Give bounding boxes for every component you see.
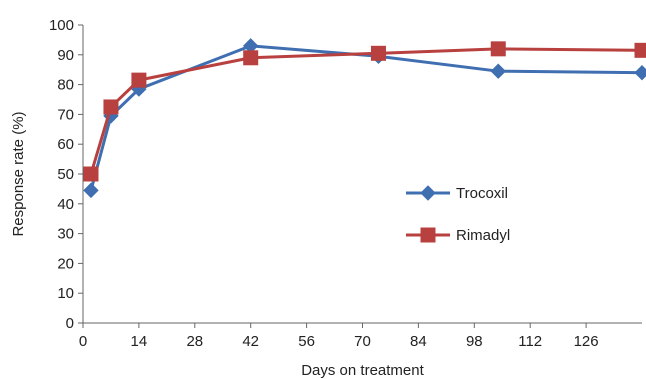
y-tick-label: 80 [57, 77, 74, 94]
x-tick-label: 126 [574, 333, 599, 350]
y-axis-title: Response rate (%) [10, 111, 27, 236]
y-tick-label: 40 [57, 196, 74, 213]
legend-label: Trocoxil [456, 185, 508, 202]
y-axis-ticks: 0 10 20 30 40 50 60 70 80 90 100 [49, 17, 83, 332]
series-rimadyl [83, 41, 646, 182]
series [83, 38, 646, 199]
y-tick-label: 100 [49, 17, 74, 34]
x-tick-label: 56 [298, 333, 315, 350]
data-point [131, 72, 147, 88]
series-line [89, 44, 643, 191]
data-point [490, 63, 506, 79]
y-tick-label: 60 [57, 136, 74, 153]
x-tick-label: 84 [410, 333, 427, 350]
axes [82, 25, 642, 324]
x-tick-label: 98 [466, 333, 483, 350]
legend-label: Rimadyl [456, 227, 510, 244]
y-tick-label: 0 [66, 315, 74, 332]
y-tick-label: 10 [57, 285, 74, 302]
x-tick-label: 70 [354, 333, 371, 350]
x-tick-label: 14 [131, 333, 148, 350]
series-line [89, 47, 643, 175]
legend-marker [420, 227, 436, 243]
y-tick-label: 50 [57, 166, 74, 183]
legend-item: Rimadyl [406, 227, 510, 244]
x-tick-label: 0 [79, 333, 87, 350]
data-point [634, 42, 646, 58]
data-point [83, 182, 99, 199]
series-trocoxil [83, 38, 646, 199]
data-point [243, 50, 259, 66]
data-point [634, 64, 646, 81]
data-point [103, 99, 119, 115]
y-tick-label: 20 [57, 255, 74, 272]
x-tick-label: 112 [518, 333, 542, 350]
x-axis-title: Days on treatment [301, 362, 424, 379]
data-point [83, 166, 99, 182]
data-point [370, 45, 386, 61]
legend-marker [420, 185, 436, 201]
legend: Trocoxil Rimadyl [406, 185, 510, 244]
x-axis-ticks: 0 14 28 42 56 70 84 98 112 126 [79, 323, 599, 350]
data-point [490, 41, 506, 57]
x-tick-label: 28 [186, 333, 203, 350]
y-tick-label: 90 [57, 47, 74, 64]
x-tick-label: 42 [242, 333, 259, 350]
y-tick-label: 70 [57, 106, 74, 123]
y-tick-label: 30 [57, 226, 74, 243]
legend-item: Trocoxil [406, 185, 508, 202]
